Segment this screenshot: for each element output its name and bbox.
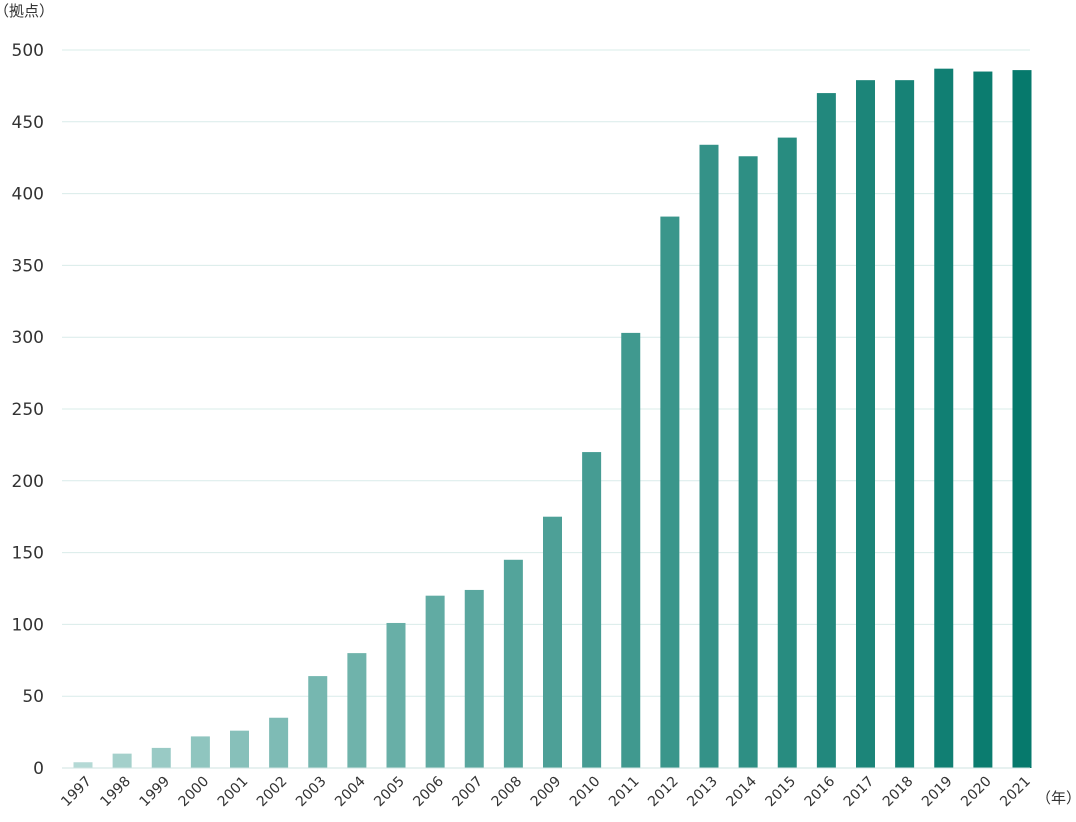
- bar-2012: [660, 216, 680, 769]
- bar-2015: [777, 137, 797, 768]
- bar-2001: [230, 730, 249, 768]
- y-tick-label: 350: [12, 256, 44, 276]
- x-tick-label: 1999: [137, 774, 174, 811]
- x-tick-label: 1997: [58, 774, 95, 811]
- x-tick-label: 2016: [802, 773, 839, 810]
- x-tick-label: 2013: [684, 774, 721, 811]
- bar-2009: [543, 516, 562, 768]
- y-tick-label: 250: [12, 400, 44, 420]
- bar-2003: [308, 676, 328, 768]
- y-tick-label: 500: [12, 41, 44, 61]
- x-tick-label: 2000: [176, 774, 213, 811]
- bar-1999: [151, 747, 171, 768]
- bar-2010: [582, 452, 602, 768]
- x-tick-label: 2008: [489, 774, 526, 811]
- y-tick-label: 300: [12, 328, 44, 348]
- y-tick-label: 450: [12, 113, 44, 133]
- x-tick-label: 2020: [958, 774, 995, 811]
- bar-2007: [464, 589, 484, 768]
- bar-1997: [73, 762, 93, 768]
- y-axis-tick-labels: 0 50 100 150 200 250 300 350 400 450 500: [12, 41, 44, 779]
- x-tick-label: 1998: [97, 774, 134, 811]
- bar-2013: [699, 144, 719, 768]
- x-tick-label: 2005: [371, 774, 408, 811]
- y-tick-label: 50: [22, 687, 44, 707]
- bars: [73, 68, 1032, 769]
- x-tick-label: 2006: [410, 773, 447, 810]
- x-tick-label: 2003: [293, 774, 330, 811]
- x-tick-label: 2010: [567, 774, 604, 811]
- bar-2006: [425, 595, 445, 768]
- y-axis-unit-label: （拠点）: [0, 2, 54, 20]
- x-axis-unit-label: （年）: [1036, 789, 1076, 807]
- bar-2014: [738, 156, 758, 768]
- gridlines: [62, 49, 1030, 697]
- bar-2005: [386, 622, 406, 768]
- x-axis-tick-labels: 1997 1998 1999 2000 2001 2002 2003 2004 2005 2006…: [58, 773, 1034, 810]
- x-tick-label: 2002: [254, 774, 291, 811]
- x-tick-label: 2018: [880, 774, 917, 811]
- x-tick-label: 2014: [723, 773, 760, 810]
- x-tick-label: 2009: [528, 774, 565, 811]
- bar-2004: [347, 653, 367, 768]
- x-tick-label: 2011: [606, 774, 643, 811]
- y-tick-label: 150: [12, 544, 44, 564]
- bar-2000: [190, 736, 210, 768]
- bar-2011: [621, 332, 641, 768]
- y-tick-label: 200: [12, 472, 44, 492]
- y-tick-label: 100: [12, 615, 44, 635]
- x-tick-label: 2019: [919, 774, 956, 811]
- bar-2019: [934, 68, 954, 769]
- bar-2018: [895, 80, 915, 768]
- x-tick-label: 2004: [332, 773, 369, 810]
- bar-2002: [269, 717, 289, 768]
- x-tick-label: 2001: [215, 774, 252, 811]
- bar-2021: [1012, 70, 1032, 768]
- bar-2017: [856, 80, 875, 768]
- x-tick-label: 2012: [645, 774, 682, 811]
- x-tick-label: 2017: [841, 774, 878, 811]
- x-tick-label: 2021: [997, 774, 1034, 811]
- bar-2020: [973, 71, 993, 769]
- x-tick-label: 2015: [763, 774, 800, 811]
- bar-2016: [816, 93, 836, 768]
- bar-2008: [503, 559, 523, 768]
- y-tick-label: 400: [12, 185, 44, 205]
- x-tick-label: 2007: [450, 774, 487, 811]
- y-tick-label: 0: [33, 759, 44, 779]
- bar-1998: [112, 753, 132, 768]
